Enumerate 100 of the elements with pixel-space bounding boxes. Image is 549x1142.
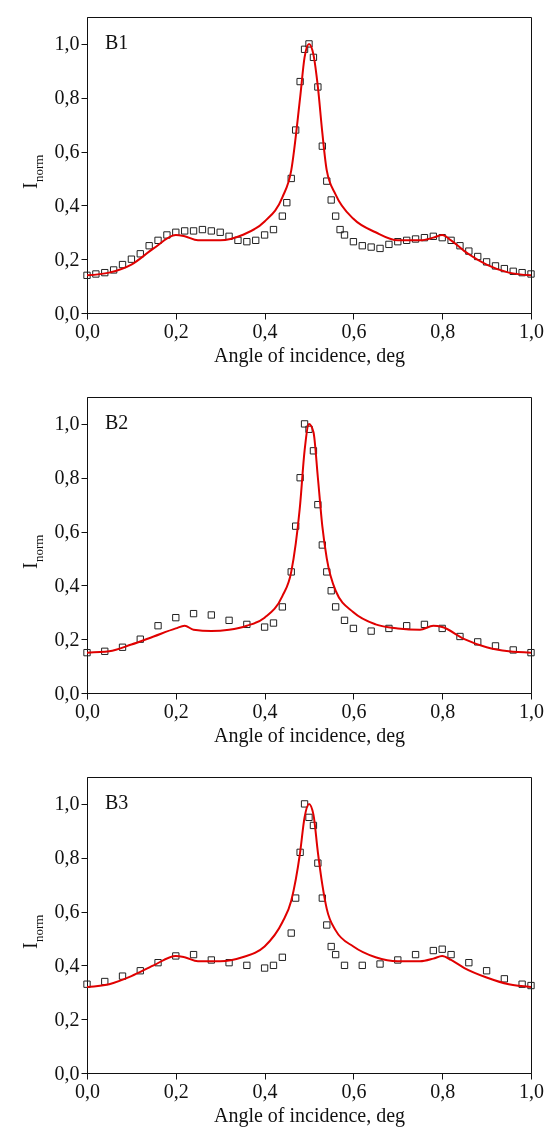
point (327, 587, 335, 595)
point (296, 848, 304, 857)
y-axis-title: Inorm (19, 914, 46, 949)
point (309, 447, 318, 455)
annotation: B2 (105, 411, 129, 433)
point (300, 420, 309, 428)
point (474, 252, 482, 261)
x-tick-label: 0,4 (252, 699, 278, 722)
point (340, 231, 349, 239)
point (83, 648, 91, 657)
point (403, 622, 411, 630)
point (518, 980, 526, 988)
y-tick-label: 0,8 (54, 86, 80, 109)
y-tick-label: 0,2 (54, 627, 80, 650)
point (269, 225, 278, 234)
point (465, 959, 473, 967)
x-tick-label: 0,8 (430, 699, 456, 722)
point (163, 231, 171, 239)
point (234, 236, 242, 245)
point (189, 950, 198, 959)
point (482, 967, 491, 975)
point (323, 177, 331, 185)
point (309, 53, 318, 62)
point (327, 196, 335, 204)
point (527, 648, 535, 657)
point (296, 474, 304, 482)
point (92, 270, 100, 278)
point (189, 609, 198, 618)
point (385, 624, 393, 633)
point (438, 624, 446, 633)
point (331, 603, 340, 611)
x-axis-title: Angle of incidence, deg (213, 343, 406, 367)
point (127, 255, 136, 263)
point (207, 611, 215, 619)
point (367, 627, 375, 635)
x-tick-label: 0,4 (252, 1079, 278, 1102)
point (154, 622, 162, 630)
point (367, 243, 375, 251)
point (518, 268, 526, 277)
point (323, 921, 331, 929)
x-tick-label: 0,6 (341, 1079, 367, 1102)
x-tick-label: 1,0 (519, 319, 544, 342)
point (296, 77, 304, 86)
point (482, 258, 491, 266)
point (376, 960, 384, 968)
point (411, 950, 420, 959)
x-axis-title: Angle of incidence, deg (213, 1103, 406, 1127)
point (172, 613, 180, 622)
point (243, 620, 251, 629)
x-tick-label: 0,2 (163, 699, 189, 722)
y-tick-label: 0,4 (54, 193, 80, 216)
point (243, 238, 251, 246)
y-tick-label: 0,8 (54, 846, 80, 869)
point (500, 264, 509, 273)
point (314, 859, 322, 867)
point (318, 541, 326, 549)
point (154, 236, 162, 245)
point (109, 266, 118, 274)
point (420, 620, 429, 629)
point (456, 242, 464, 250)
point (527, 981, 535, 990)
point (207, 227, 215, 235)
point (447, 950, 455, 959)
point (278, 953, 287, 961)
point (305, 425, 313, 433)
x-tick-label: 0,2 (163, 1079, 189, 1102)
point (403, 236, 411, 245)
point (181, 227, 189, 235)
point (300, 45, 309, 53)
point (305, 40, 313, 48)
y-tick-label: 0,2 (54, 247, 80, 270)
point (376, 244, 384, 253)
point (349, 624, 358, 633)
point (83, 980, 91, 988)
x-tick-label: 1,0 (519, 1079, 544, 1102)
point (318, 142, 326, 150)
point (101, 977, 109, 986)
point (292, 126, 300, 134)
x-tick-label: 0,6 (341, 699, 367, 722)
point (314, 83, 322, 91)
point (438, 945, 446, 953)
point (118, 260, 127, 269)
y-tick-label: 0,2 (54, 1007, 80, 1030)
point (394, 956, 402, 964)
point (287, 174, 295, 183)
y-tick-label: 0,4 (54, 953, 80, 976)
y-tick-label: 1,0 (54, 792, 80, 815)
point (287, 929, 295, 937)
x-axis-title: Angle of incidence, deg (213, 723, 406, 747)
point (101, 647, 109, 655)
point (136, 250, 144, 258)
point (260, 231, 269, 239)
point (292, 522, 300, 530)
y-axis-title: Inorm (19, 154, 46, 189)
point (207, 956, 215, 964)
y-tick-label: 0,6 (54, 140, 80, 163)
point (225, 959, 233, 967)
point (456, 632, 464, 641)
point (189, 227, 198, 235)
point (465, 247, 473, 255)
